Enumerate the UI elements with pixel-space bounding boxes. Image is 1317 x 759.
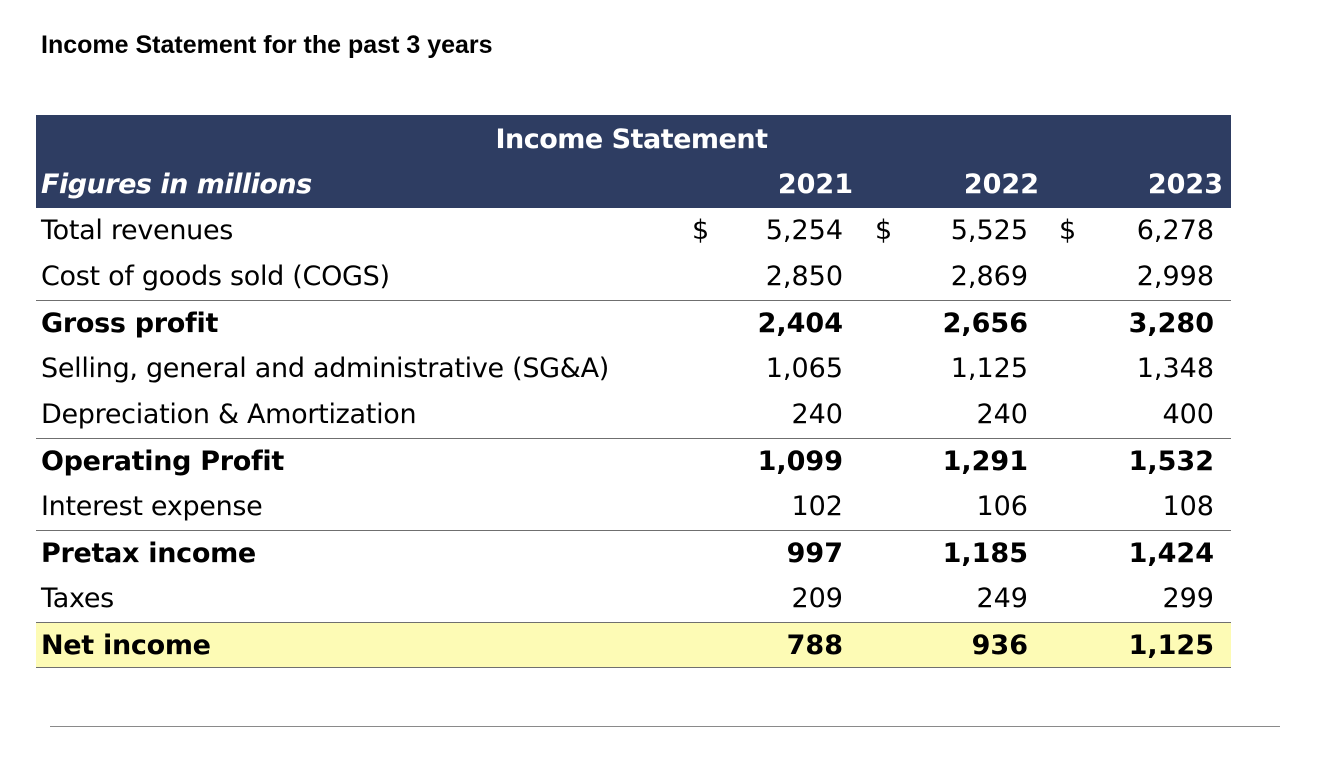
row-label: Operating Profit — [41, 446, 284, 477]
value-2021: 2,850 — [765, 261, 843, 292]
year-header-2021: 2021 — [777, 169, 853, 200]
income-statement-table: Income Statement Figures in millions 202… — [36, 115, 1231, 668]
value-2023: 1,125 — [1128, 630, 1214, 661]
value-2023: 108 — [1162, 491, 1214, 522]
value-2022: 240 — [976, 399, 1028, 430]
table-row: Selling, general and administrative (SG&… — [36, 346, 1231, 392]
value-2022: 106 — [976, 491, 1028, 522]
row-label: Cost of goods sold (COGS) — [41, 261, 390, 292]
table-row: Cost of goods sold (COGS) 2,850 2,869 2,… — [36, 254, 1231, 300]
row-label: Total revenues — [41, 215, 234, 246]
value-2022: 1,125 — [950, 353, 1028, 384]
value-2023: 2,998 — [1136, 261, 1214, 292]
row-label: Depreciation & Amortization — [41, 399, 417, 430]
value-2022: 249 — [976, 583, 1028, 614]
value-2022: 2,656 — [942, 308, 1028, 339]
table-title: Income Statement — [36, 121, 1231, 159]
value-2023: 1,424 — [1128, 538, 1214, 569]
table-title-text: Income Statement — [495, 124, 768, 155]
value-2021: 2,404 — [757, 308, 843, 339]
value-2021: 240 — [791, 399, 843, 430]
value-2022: 1,291 — [942, 446, 1028, 477]
currency-symbol: $ — [692, 215, 710, 246]
value-2023: 1,532 — [1128, 446, 1214, 477]
value-2021: 788 — [786, 630, 843, 661]
value-2021: 1,099 — [757, 446, 843, 477]
value-2022: 5,525 — [950, 215, 1028, 246]
value-2023: 400 — [1162, 399, 1214, 430]
table-row: Pretax income 997 1,185 1,424 — [36, 530, 1231, 576]
value-2021: 5,254 — [765, 215, 843, 246]
row-label: Net income — [41, 630, 211, 661]
table-header: Income Statement Figures in millions 202… — [36, 115, 1231, 208]
bottom-divider — [50, 726, 1280, 727]
year-header-2023: 2023 — [1147, 169, 1223, 200]
table-row: Interest expense 102 106 108 — [36, 484, 1231, 530]
table-row: Taxes 209 249 299 — [36, 576, 1231, 622]
units-label: Figures in millions — [41, 169, 312, 200]
value-2022: 936 — [971, 630, 1028, 661]
value-2022: 1,185 — [942, 538, 1028, 569]
currency-symbol: $ — [875, 215, 893, 246]
value-2023: 3,280 — [1128, 308, 1214, 339]
value-2023: 6,278 — [1136, 215, 1214, 246]
value-2023: 1,348 — [1136, 353, 1214, 384]
year-header-2022: 2022 — [963, 169, 1039, 200]
table-row: Gross profit 2,404 2,656 3,280 — [36, 300, 1231, 346]
value-2023: 299 — [1162, 583, 1214, 614]
value-2021: 209 — [791, 583, 843, 614]
page-title: Income Statement for the past 3 years — [41, 31, 493, 59]
currency-symbol: $ — [1059, 215, 1077, 246]
row-label: Taxes — [41, 583, 114, 614]
row-label: Selling, general and administrative (SG&… — [41, 353, 609, 384]
table-row: Operating Profit 1,099 1,291 1,532 — [36, 438, 1231, 484]
value-2021: 1,065 — [765, 353, 843, 384]
value-2021: 997 — [786, 538, 843, 569]
value-2021: 102 — [791, 491, 843, 522]
row-label: Pretax income — [41, 538, 256, 569]
row-label: Gross profit — [41, 308, 219, 339]
table-row: Depreciation & Amortization 240 240 400 — [36, 392, 1231, 438]
table-row: Total revenues $ 5,254 $ 5,525 $ 6,278 — [36, 208, 1231, 254]
net-income-row: Net income 788 936 1,125 — [36, 622, 1231, 668]
row-label: Interest expense — [41, 491, 263, 522]
value-2022: 2,869 — [950, 261, 1028, 292]
